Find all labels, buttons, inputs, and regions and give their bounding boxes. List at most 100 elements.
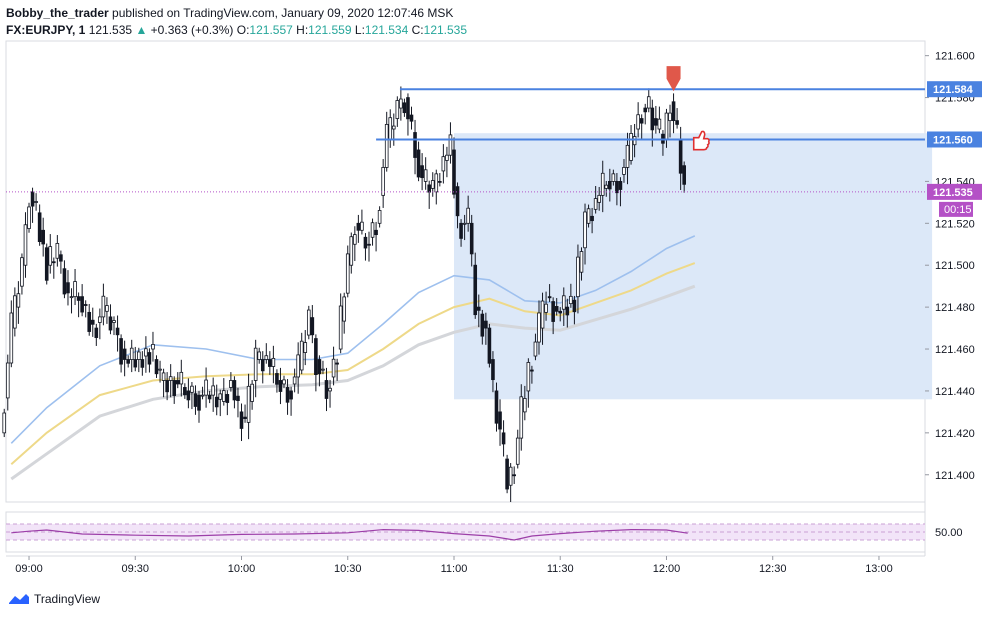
candle-body [590, 215, 594, 222]
candle-body [151, 344, 155, 350]
y-tick-label: 121.420 [935, 428, 975, 440]
candle-body [154, 359, 159, 375]
candle-body [572, 299, 577, 313]
candle-body [331, 358, 336, 378]
candle-body [416, 149, 421, 178]
candle-body [168, 376, 173, 381]
candle-body [487, 327, 492, 364]
candle-body [76, 296, 81, 301]
brand-name: TradingView [34, 592, 101, 606]
candle-body [310, 317, 315, 336]
rsi-tick-label: 50.00 [935, 527, 963, 539]
candle-body [87, 311, 92, 332]
candle-body [108, 316, 113, 331]
candle-body [445, 154, 449, 161]
candle-body [427, 184, 432, 193]
candle-body [374, 229, 378, 236]
ma-fast-line [10, 235, 696, 444]
candle-body [140, 359, 145, 368]
candle-body [37, 212, 42, 243]
candle-body [69, 296, 74, 299]
candle-body [83, 304, 88, 306]
candle-body [391, 125, 396, 130]
candle-body [657, 118, 662, 130]
candle-body [615, 180, 619, 194]
publisher-line: Bobby_the_trader published on TradingVie… [6, 5, 467, 22]
candle-body [221, 390, 226, 402]
candle-body [561, 295, 566, 310]
symbol-label[interactable]: FX:EURJPY, 1 [6, 23, 86, 37]
candle-body [650, 107, 655, 131]
candle-body [586, 208, 591, 224]
y-tick-label: 121.460 [935, 344, 975, 356]
y-tick-label: 121.500 [935, 260, 975, 272]
candle-body [537, 312, 541, 343]
candle-body [636, 114, 640, 130]
candle-body [579, 251, 584, 273]
candle-body [236, 395, 240, 401]
candle-body [413, 132, 417, 158]
candle-body [52, 261, 56, 264]
y-tick-label: 121.400 [935, 470, 975, 482]
candle-body [423, 169, 428, 182]
candle-body [303, 342, 308, 353]
candle-body [324, 380, 329, 399]
candle-body [257, 351, 262, 360]
candle-body [268, 359, 272, 367]
candle-body [565, 306, 570, 316]
candle-body [292, 376, 297, 385]
candle-body [455, 186, 460, 217]
candle-body [147, 352, 152, 365]
candle-body [214, 396, 219, 408]
countdown-label-bg [939, 201, 973, 217]
x-tick-label: 09:00 [15, 563, 43, 575]
x-tick-label: 12:00 [653, 563, 681, 575]
upper-level-label: 121.584 [933, 84, 974, 96]
candle-body [434, 173, 439, 193]
candle-body [484, 320, 488, 329]
author-name[interactable]: Bobby_the_trader [6, 6, 109, 20]
candle-body [20, 257, 24, 287]
candle-body [260, 359, 265, 372]
candle-body [5, 362, 10, 399]
candle-body [377, 210, 382, 224]
candle-body [491, 359, 495, 381]
candle-body [388, 117, 393, 140]
candle-body [296, 354, 300, 378]
candle-body [643, 107, 648, 113]
candle-body [448, 134, 453, 156]
candle-body [515, 437, 520, 465]
candle-body [452, 149, 456, 195]
candle-body [129, 347, 134, 360]
candle-body [13, 295, 17, 329]
candle-body [190, 385, 194, 393]
candle-body [675, 120, 679, 125]
candle-body [370, 222, 375, 238]
brand-footer: TradingView [8, 592, 100, 606]
candle-body [530, 369, 534, 372]
candle-body [271, 357, 276, 367]
x-tick-label: 11:00 [441, 563, 468, 575]
candle-body [179, 371, 184, 385]
candle-body [133, 359, 138, 368]
candle-body [62, 268, 67, 295]
tradingview-logo-icon [9, 594, 29, 604]
candle-body [299, 340, 304, 371]
candle-body [671, 101, 676, 122]
candle-body [105, 305, 109, 312]
candle-body [232, 380, 237, 401]
candle-body [282, 379, 286, 385]
countdown-label: 00:15 [944, 204, 972, 216]
candle-body [476, 306, 481, 311]
candle-body [278, 380, 283, 392]
x-tick-label: 10:00 [228, 563, 256, 575]
lower-level-label-bg [927, 131, 982, 148]
candle-body [547, 296, 552, 299]
arrow-down-icon [666, 66, 681, 92]
candle-body [625, 144, 630, 168]
candle-body [158, 368, 162, 371]
candle-body [207, 394, 212, 400]
candle-body [399, 98, 403, 109]
candle-body [172, 380, 177, 396]
